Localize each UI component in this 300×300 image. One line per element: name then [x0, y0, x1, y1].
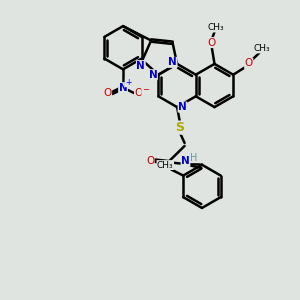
- Text: CH₃: CH₃: [208, 23, 224, 32]
- Text: O: O: [207, 38, 216, 47]
- Text: CH₃: CH₃: [254, 44, 271, 53]
- Text: −: −: [142, 85, 149, 94]
- Text: S: S: [176, 121, 184, 134]
- Text: N: N: [148, 70, 158, 80]
- Text: N: N: [168, 57, 177, 68]
- Text: +: +: [125, 78, 132, 87]
- Text: O: O: [244, 58, 253, 68]
- Text: N: N: [178, 102, 187, 112]
- Text: O: O: [134, 88, 143, 98]
- Text: O: O: [103, 88, 112, 98]
- Text: N: N: [181, 156, 190, 166]
- Text: O: O: [146, 156, 154, 166]
- Text: N: N: [136, 61, 145, 70]
- Text: CH₃: CH₃: [157, 160, 174, 169]
- Text: N: N: [119, 83, 128, 93]
- Text: H: H: [190, 153, 198, 163]
